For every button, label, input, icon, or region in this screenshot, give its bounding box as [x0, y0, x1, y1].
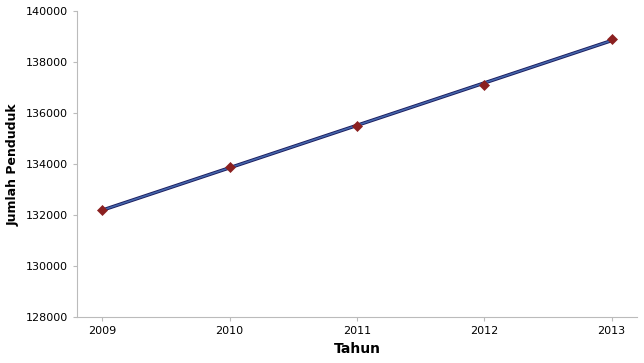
X-axis label: Tahun: Tahun	[334, 342, 381, 356]
Y-axis label: Jumlah Penduduk: Jumlah Penduduk	[7, 103, 20, 225]
